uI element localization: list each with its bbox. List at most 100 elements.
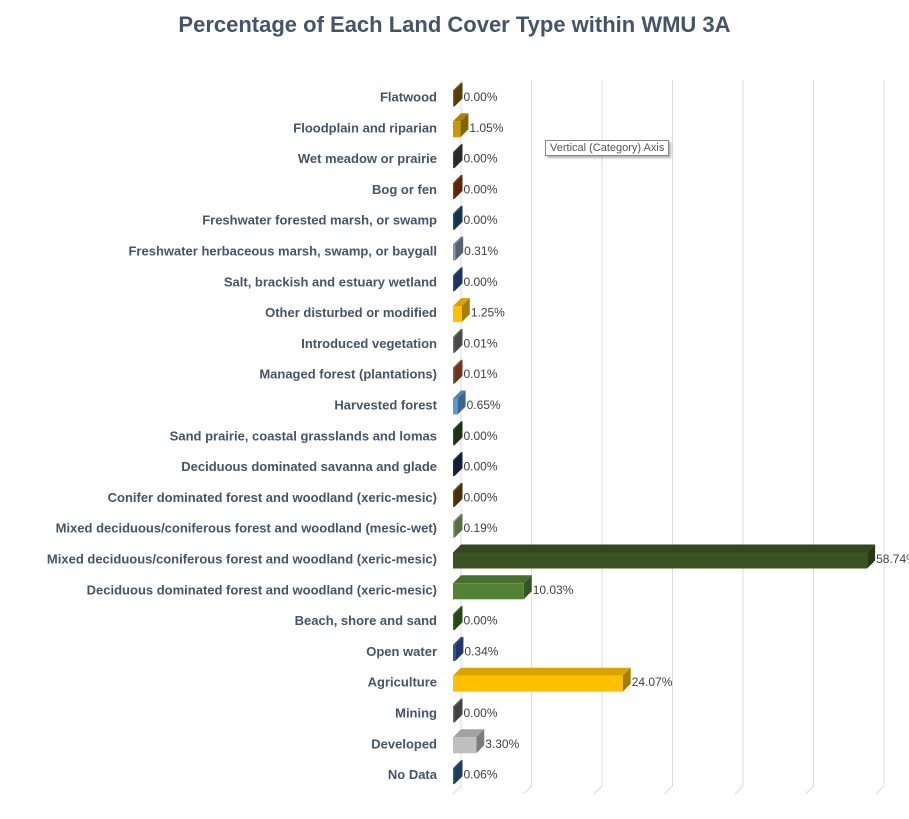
bar-top xyxy=(453,482,463,491)
bar xyxy=(453,336,455,353)
bar xyxy=(453,614,455,631)
bar-top xyxy=(453,298,470,307)
category-label: Freshwater herbaceous marsh, swamp, or b… xyxy=(128,244,437,259)
bar xyxy=(453,398,458,415)
bar-top xyxy=(453,760,463,769)
gridline xyxy=(805,80,814,795)
data-label: 24.07% xyxy=(632,675,673,689)
data-label: 0.00% xyxy=(464,182,498,196)
category-label: Freshwater forested marsh, or swamp xyxy=(202,213,437,228)
category-label: Sand prairie, coastal grasslands and lom… xyxy=(170,428,437,443)
bar-side xyxy=(867,544,876,569)
category-label: Flatwood xyxy=(380,90,437,105)
bar-side xyxy=(454,482,463,507)
data-label: 0.00% xyxy=(464,213,498,227)
bar-side xyxy=(454,760,463,785)
bar-side xyxy=(454,513,463,538)
bar xyxy=(453,583,524,600)
gridline xyxy=(523,80,532,795)
category-label: Mixed deciduous/coniferous forest and wo… xyxy=(56,521,437,536)
category-label: Salt, brackish and estuary wetland xyxy=(224,274,437,289)
category-label: Managed forest (plantations) xyxy=(259,367,437,382)
bar-side xyxy=(454,267,463,292)
data-label: 1.25% xyxy=(471,306,505,320)
category-label: Beach, shore and sand xyxy=(295,613,437,628)
bar-side xyxy=(454,452,463,477)
data-label: 0.00% xyxy=(464,152,498,166)
bar xyxy=(453,429,455,446)
bar-top xyxy=(453,452,463,461)
bar xyxy=(453,182,455,199)
gridline xyxy=(875,80,885,795)
bar-top xyxy=(453,82,463,91)
data-label: 0.19% xyxy=(464,521,498,535)
category-label: Introduced vegetation xyxy=(301,336,437,351)
bar-side xyxy=(454,174,463,199)
bar-top xyxy=(453,390,466,399)
bar-top xyxy=(453,236,464,245)
data-label: 0.00% xyxy=(464,706,498,720)
bar-side xyxy=(454,82,463,107)
category-label: Developed xyxy=(371,736,437,751)
bar xyxy=(453,244,456,261)
bar-side xyxy=(454,328,463,353)
category-label: Deciduous dominated forest and woodland … xyxy=(87,582,437,597)
bar-side xyxy=(454,359,463,384)
data-label: 0.31% xyxy=(464,244,498,258)
data-label: 0.00% xyxy=(464,429,498,443)
category-label: Harvested forest xyxy=(334,398,437,413)
bar xyxy=(453,675,623,692)
bar-top xyxy=(453,667,631,676)
category-label: Open water xyxy=(366,644,437,659)
data-label: 10.03% xyxy=(533,583,574,597)
gridline xyxy=(664,80,673,795)
category-label: Agriculture xyxy=(368,675,437,690)
bar-top xyxy=(453,421,463,430)
bar xyxy=(453,552,868,569)
bar xyxy=(453,306,462,323)
bar xyxy=(453,706,455,723)
bar-top xyxy=(453,113,469,122)
category-label: Floodplain and riparian xyxy=(293,120,437,135)
bar-side xyxy=(461,298,470,323)
bar-top xyxy=(453,636,464,645)
gridline xyxy=(593,80,603,795)
bar xyxy=(453,737,477,754)
data-label: 0.00% xyxy=(464,90,498,104)
bar-top xyxy=(453,359,463,368)
bar-top xyxy=(453,575,532,584)
axis-tooltip: Vertical (Category) Axis xyxy=(545,140,670,156)
category-label: Mining xyxy=(395,706,437,721)
bar-side xyxy=(622,667,631,692)
data-label: 0.00% xyxy=(464,460,498,474)
bar-top xyxy=(453,729,485,738)
bar-top xyxy=(453,606,463,615)
bar-side xyxy=(454,606,463,631)
bar-top xyxy=(453,144,463,153)
category-label: Wet meadow or prairie xyxy=(298,151,437,166)
data-label: 0.00% xyxy=(464,275,498,289)
category-label: Mixed deciduous/coniferous forest and wo… xyxy=(47,552,437,567)
category-label: Other disturbed or modified xyxy=(265,305,437,320)
bar-top xyxy=(453,328,463,337)
data-label: 0.34% xyxy=(464,644,498,658)
bar xyxy=(453,275,455,292)
bar-side xyxy=(460,113,469,138)
bar xyxy=(453,121,461,138)
bar-side xyxy=(476,729,485,754)
category-label: Deciduous dominated savanna and glade xyxy=(181,459,437,474)
bar-side xyxy=(454,205,463,230)
bar xyxy=(453,152,455,169)
data-label: 0.65% xyxy=(467,398,501,412)
bar xyxy=(453,521,455,538)
bar-side xyxy=(455,236,464,261)
data-label: 58.74% xyxy=(876,552,909,566)
bar-top xyxy=(453,544,876,553)
data-label: 1.05% xyxy=(469,121,503,135)
data-label: 0.00% xyxy=(464,614,498,628)
category-label: Bog or fen xyxy=(372,182,437,197)
bar-top xyxy=(453,698,463,707)
data-label: 0.06% xyxy=(464,768,498,782)
bar xyxy=(453,367,455,384)
